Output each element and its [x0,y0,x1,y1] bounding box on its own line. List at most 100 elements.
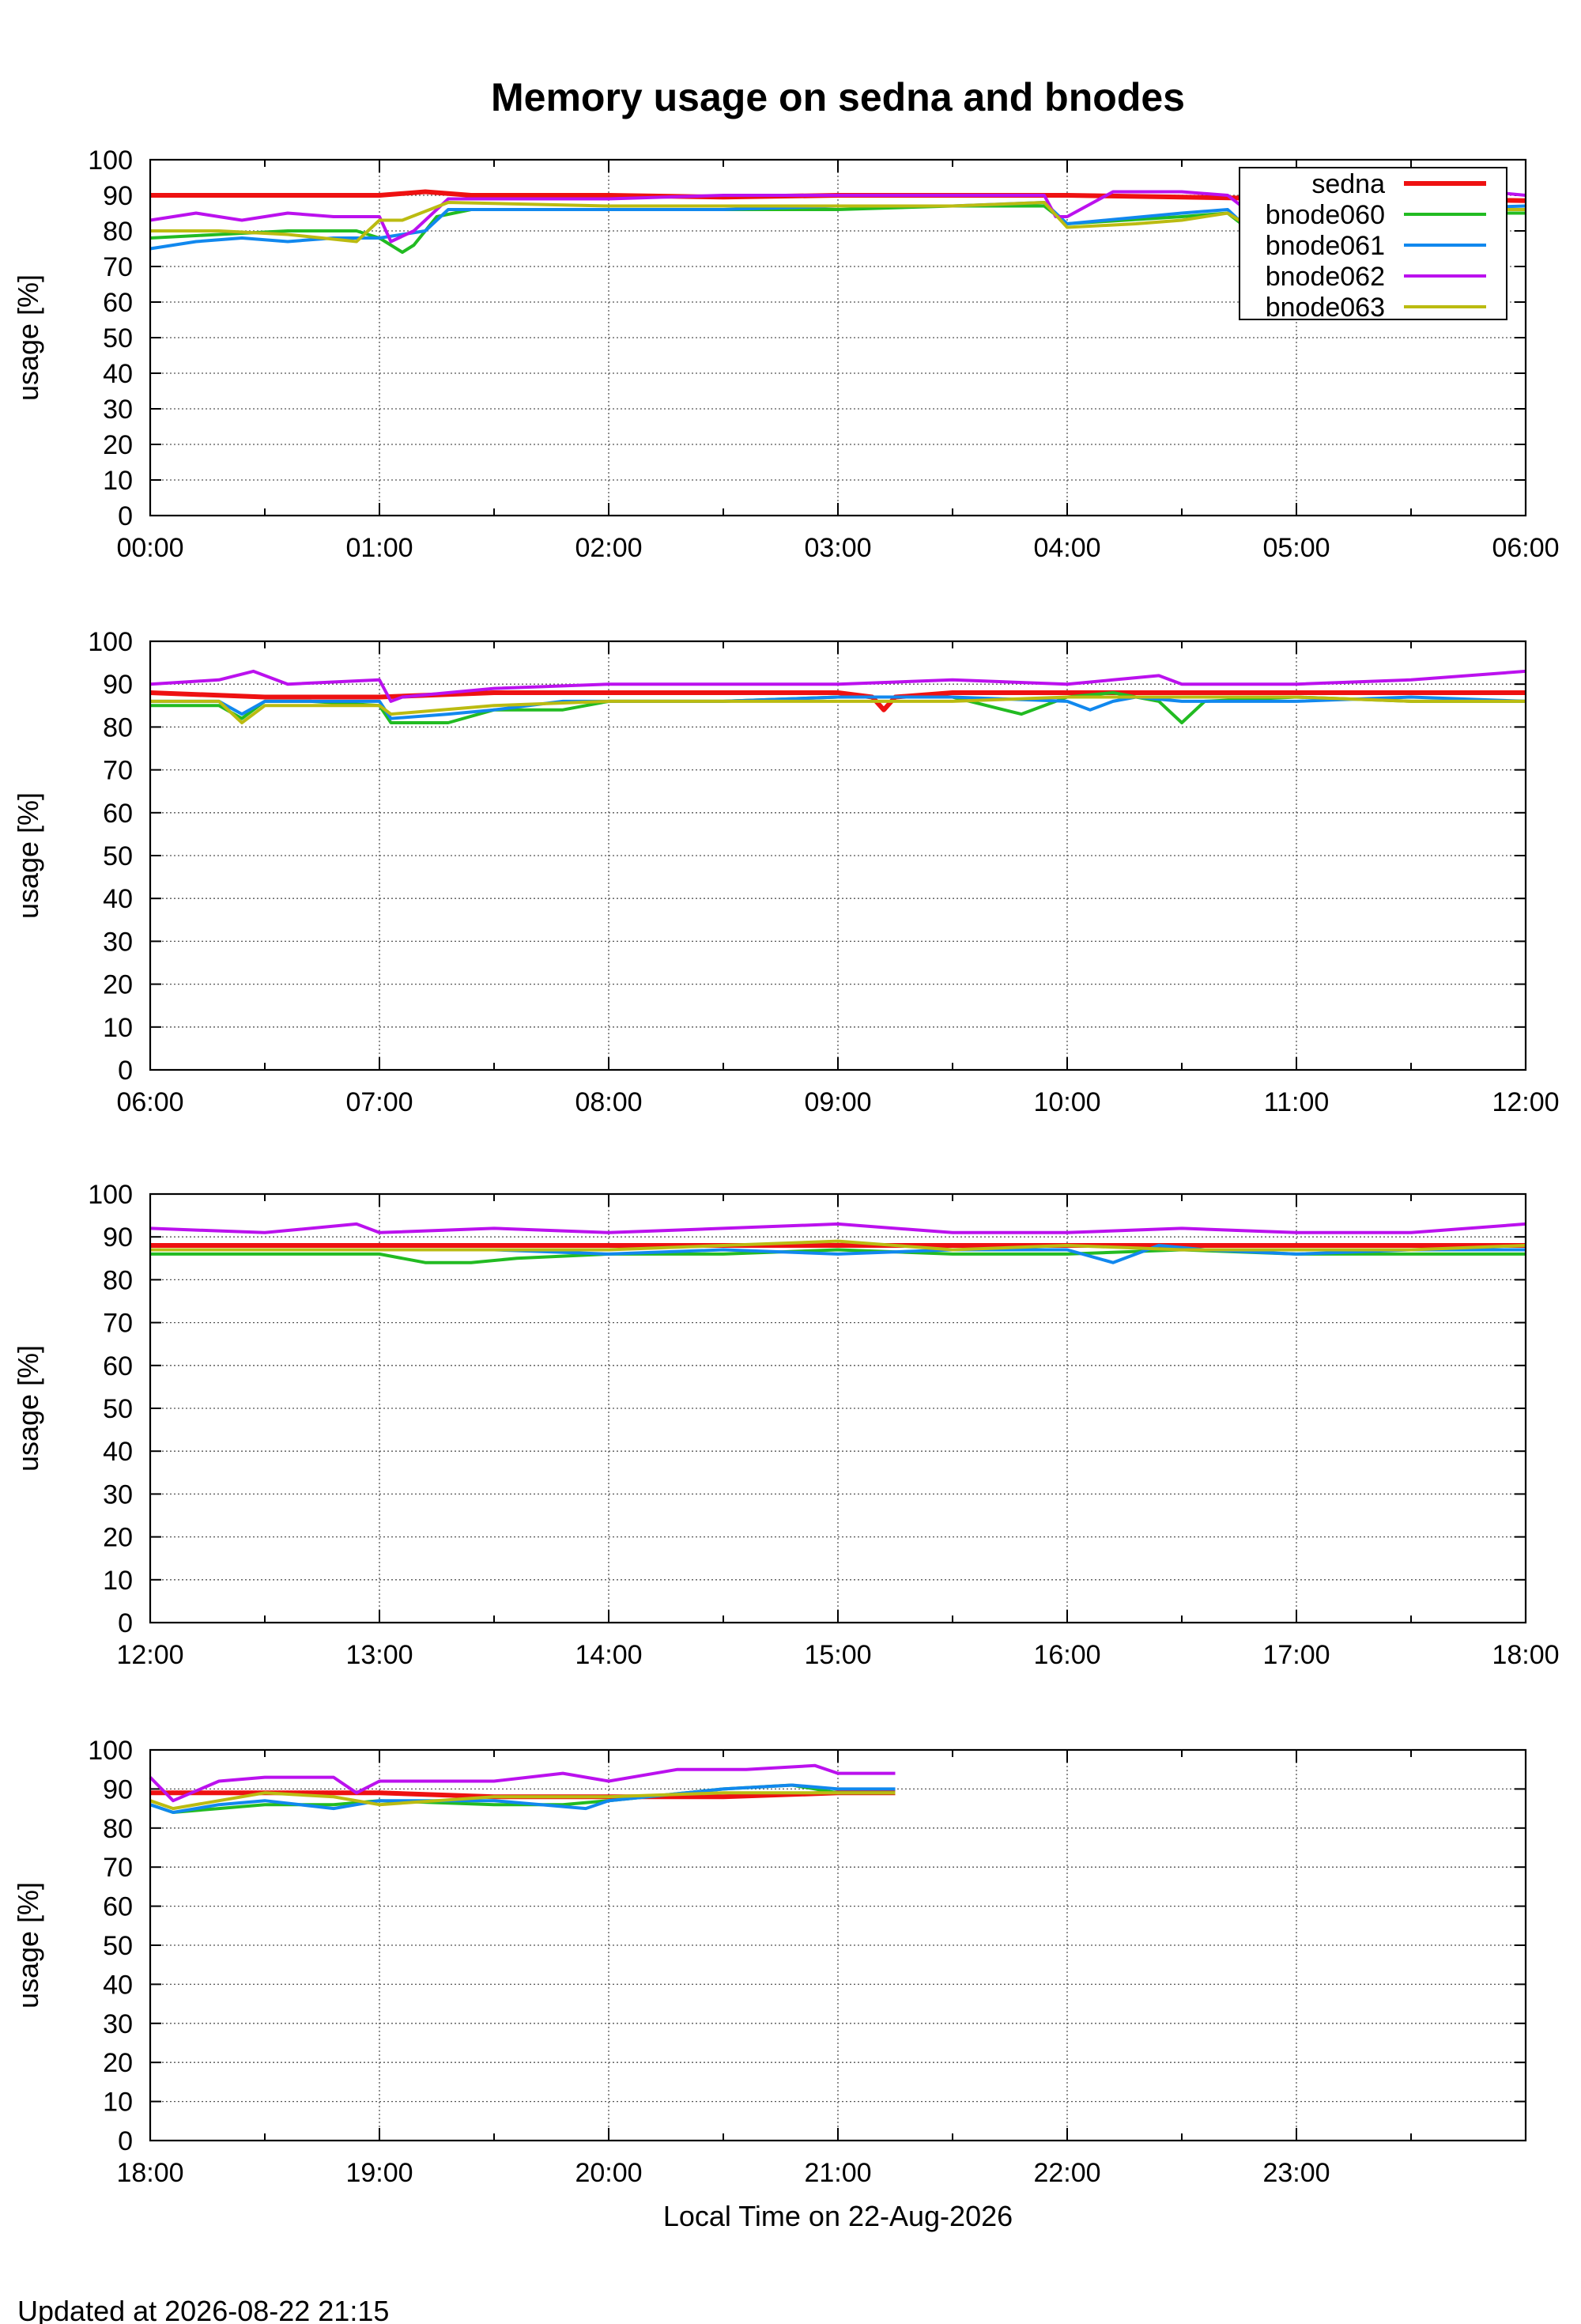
y-tick-label: 70 [103,756,133,786]
y-axis-label: usage [%] [12,274,44,401]
y-tick-label: 0 [118,1608,133,1638]
y-tick-label: 10 [103,1013,133,1043]
series-line-bnode063 [150,1239,1526,1252]
y-tick-label: 70 [103,1309,133,1339]
series-line-bnode063 [150,695,1526,724]
y-tick-label: 60 [103,288,133,318]
plot-frame [149,1192,1527,1624]
y-tick-label: 80 [103,217,133,247]
y-tick-label: 80 [103,1814,133,1844]
y-tick-label: 40 [103,359,133,389]
legend-label-bnode062: bnode062 [1266,262,1385,292]
y-tick-label: 10 [103,2088,133,2118]
x-tick-label: 21:00 [804,2158,871,2188]
legend-label-bnode061: bnode061 [1266,231,1385,261]
y-tick-label: 50 [103,323,133,353]
legend-label-bnode060: bnode060 [1266,200,1385,230]
series-line-bnode061 [149,1783,896,1814]
y-tick-label: 60 [103,1892,133,1922]
x-tick-label: 13:00 [345,1640,413,1670]
y-tick-label: 70 [103,1853,133,1883]
y-axis-label: usage [%] [12,792,44,919]
x-tick-label: 01:00 [345,533,413,563]
y-tick-label: 100 [88,145,133,176]
x-tick-label: 16:00 [1033,1640,1100,1670]
legend-label-bnode063: bnode063 [1266,293,1385,323]
y-tick-label: 100 [88,627,133,657]
y-tick-label: 10 [103,466,133,496]
x-tick-label: 12:00 [1492,1087,1559,1117]
series-line-bnode062 [149,1763,896,1803]
panel-3: 0 10 20 30 40 50 60 70 80 90 100 12:00 13:00 14:00 15:… [12,1180,1560,1670]
chart-title: Memory usage on sedna and bnodes [491,75,1185,119]
y-tick-label: 60 [103,1351,133,1381]
y-tick-label: 0 [118,501,133,531]
x-tick-label: 12:00 [116,1640,183,1670]
x-tick-label: 07:00 [345,1087,413,1117]
y-tick-label: 40 [103,884,133,914]
footer-updated-timestamp: Updated at 2026-08-22 21:15 [17,2295,389,2324]
x-tick-label: 19:00 [345,2158,413,2188]
x-tick-label: 06:00 [1492,533,1559,563]
x-tick-label: 15:00 [804,1640,871,1670]
y-tick-label: 30 [103,927,133,957]
y-tick-label: 30 [103,2009,133,2039]
x-tick-label: 11:00 [1264,1087,1330,1117]
y-tick-label: 40 [103,1437,133,1467]
x-tick-label: 10:00 [1033,1087,1100,1117]
x-tick-label: 17:00 [1262,1640,1330,1670]
y-tick-label: 30 [103,395,133,425]
panel-2: 0 10 20 30 40 50 60 70 80 90 100 06:00 07:00 08:00 09:… [12,627,1560,1117]
plot-frame [149,158,1527,517]
y-tick-label: 0 [118,1056,133,1086]
legend-label-sedna: sedna [1311,169,1385,199]
y-tick-label: 60 [103,799,133,829]
series-line-bnode062 [149,1222,1526,1234]
x-tick-label: 20:00 [575,2158,642,2188]
y-tick-label: 10 [103,1566,133,1596]
plot-frame [149,1748,1527,2142]
panel-4: 0 10 20 30 40 50 60 70 80 90 100 18:00 19:00 20:00 21:… [12,1736,1527,2188]
y-tick-label: 20 [103,2048,133,2078]
y-tick-label: 50 [103,1931,133,1961]
y-tick-label: 100 [88,1736,133,1766]
y-tick-label: 50 [103,1394,133,1424]
y-axis-label: usage [%] [12,1882,44,2008]
y-tick-label: 70 [103,252,133,282]
x-tick-label: 09:00 [804,1087,871,1117]
y-tick-label: 0 [118,2126,133,2156]
x-tick-label: 18:00 [1492,1640,1559,1670]
x-tick-label: 03:00 [804,533,871,563]
y-tick-label: 90 [103,670,133,700]
x-tick-label: 00:00 [116,533,183,563]
y-tick-label: 90 [103,181,133,211]
x-axis-label: Local Time on 22-Aug-2026 [663,2200,1013,2232]
x-tick-label: 23:00 [1262,2158,1330,2188]
y-tick-label: 20 [103,1523,133,1553]
x-tick-label: 08:00 [575,1087,642,1117]
x-tick-label: 18:00 [116,2158,183,2188]
y-tick-label: 90 [103,1774,133,1804]
y-tick-label: 20 [103,430,133,460]
x-tick-label: 02:00 [575,533,642,563]
series-line-bnode062 [149,669,1526,703]
y-tick-label: 50 [103,841,133,871]
x-tick-label: 14:00 [575,1640,642,1670]
y-tick-label: 80 [103,1265,133,1295]
x-tick-label: 06:00 [116,1087,183,1117]
y-tick-label: 90 [103,1222,133,1253]
plot-frame [149,640,1527,1071]
x-tick-label: 22:00 [1033,2158,1100,2188]
y-tick-label: 80 [103,712,133,743]
y-tick-label: 20 [103,970,133,1000]
x-tick-label: 04:00 [1033,533,1100,563]
y-tick-label: 40 [103,1970,133,2000]
series-line-bnode063 [149,1791,896,1811]
y-axis-label: usage [%] [12,1345,44,1472]
y-tick-label: 100 [88,1180,133,1210]
y-tick-label: 30 [103,1479,133,1510]
x-tick-label: 05:00 [1262,533,1330,563]
